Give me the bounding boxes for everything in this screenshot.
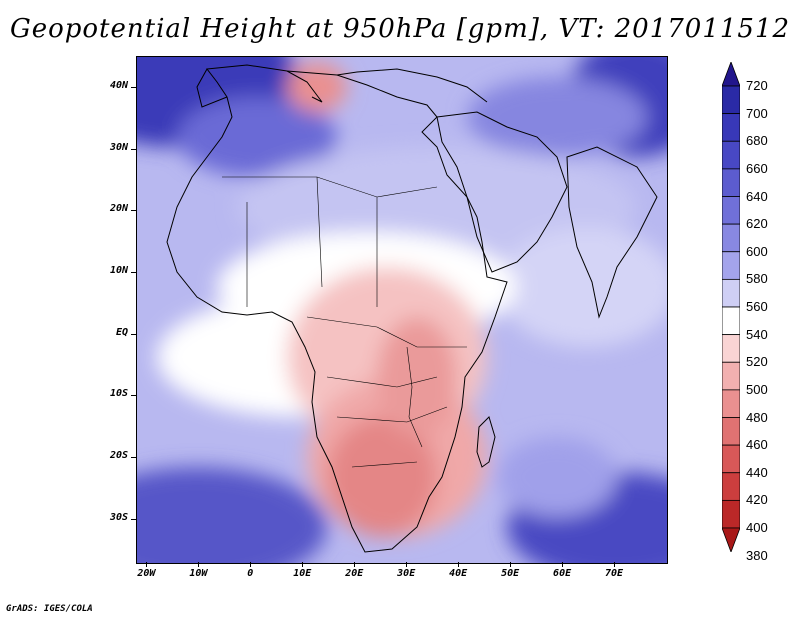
- colorbar-bottom-arrow: [722, 527, 740, 552]
- colorbar-top-arrow: [722, 62, 740, 87]
- lat-tick: [131, 518, 136, 520]
- colorbar-segment: [722, 140, 740, 170]
- lon-tick-label: 0: [247, 568, 254, 579]
- colorbar-label: 480: [746, 409, 768, 425]
- colorbar-segment: [722, 85, 740, 115]
- colorbar-segment: [722, 389, 740, 418]
- colorbar-label: 460: [746, 437, 768, 453]
- colorbar-segment: [722, 334, 740, 363]
- lon-tick-label: 30E: [397, 568, 416, 579]
- lat-tick: [131, 210, 136, 212]
- colorbar-label: 520: [746, 354, 768, 370]
- iberia-coastline: [196, 68, 228, 108]
- lat-tick: [131, 395, 136, 397]
- lat-tick-label: 40N: [109, 79, 128, 91]
- chart-title: Geopotential Height at 950hPa [gpm], VT:…: [9, 14, 791, 44]
- indian-coastline: [566, 146, 658, 319]
- colorbar-label: 580: [746, 271, 768, 287]
- colorbar-segment: [722, 196, 740, 225]
- colorbar-segment: [722, 223, 740, 253]
- coastlines: [166, 64, 658, 553]
- lon-tick: [198, 562, 200, 567]
- lon-tick: [406, 562, 408, 567]
- lon-tick: [146, 562, 148, 567]
- colorbar-segment: [722, 278, 740, 308]
- lon-tick: [302, 562, 304, 567]
- colorbar-label: 500: [746, 381, 768, 397]
- footer-credit: GrADS: IGES/COLA: [6, 604, 93, 614]
- lat-tick-label: 20S: [109, 450, 128, 462]
- lat-tick: [131, 271, 136, 273]
- colorbar-label: 680: [746, 133, 768, 149]
- colorbar-segment: [722, 361, 740, 391]
- lon-tick-label: 70E: [605, 568, 624, 579]
- colorbar-label: 720: [746, 78, 768, 93]
- lon-tick-label: 20E: [345, 568, 364, 579]
- colorbar-label: 400: [746, 520, 768, 535]
- colorbar-segment: [722, 417, 740, 446]
- colorbar-label: 560: [746, 299, 768, 314]
- lon-tick-label: 40E: [449, 568, 468, 579]
- lon-tick-label: 10W: [189, 568, 208, 579]
- geopotential-map: [137, 57, 667, 563]
- lat-tick-label: 30S: [109, 511, 128, 523]
- lon-tick: [562, 562, 564, 567]
- lat-tick: [131, 333, 136, 335]
- lon-tick-label: 50E: [501, 568, 520, 579]
- colorbar: [722, 62, 740, 552]
- colorbar-label: 380: [746, 547, 768, 563]
- colorbar-label: 640: [746, 188, 768, 204]
- border-central: [306, 316, 467, 348]
- colorbar-label: 660: [746, 160, 768, 176]
- lat-tick: [131, 86, 136, 88]
- lat-tick: [131, 457, 136, 459]
- border-north: [222, 176, 438, 198]
- map-plot-area: [136, 56, 668, 564]
- colorbar-segment: [722, 472, 740, 501]
- arabia-coastline: [436, 111, 568, 273]
- lon-tick: [250, 562, 252, 567]
- madagascar-coastline: [476, 416, 496, 468]
- lon-tick: [354, 562, 356, 567]
- lon-tick-label: 20W: [137, 568, 156, 579]
- lat-tick-label: 20N: [109, 203, 128, 215]
- colorbar-label: 440: [746, 464, 768, 480]
- colorbar-segment: [722, 306, 740, 336]
- lat-tick-label: EQ: [115, 326, 128, 338]
- italy-coastline: [286, 70, 323, 103]
- europe-coastline: [336, 68, 488, 103]
- lon-tick: [614, 562, 616, 567]
- colorbar-label: 620: [746, 216, 768, 232]
- lat-tick-label: 10S: [109, 388, 128, 400]
- lat-tick-label: 10N: [109, 264, 128, 276]
- border-south: [326, 376, 448, 468]
- lon-tick: [458, 562, 460, 567]
- colorbar-label: 700: [746, 105, 768, 121]
- lon-tick-label: 60E: [553, 568, 572, 579]
- border-west: [246, 176, 378, 307]
- border-rift: [406, 346, 423, 448]
- field-shading: [137, 57, 667, 563]
- lat-tick: [131, 148, 136, 150]
- colorbar-label: 420: [746, 492, 768, 508]
- africa-coastline: [166, 64, 508, 553]
- colorbar-label: 540: [746, 326, 768, 342]
- lat-tick-label: 30N: [109, 141, 128, 153]
- lon-tick: [510, 562, 512, 567]
- colorbar-segment: [722, 499, 740, 529]
- colorbar-segment: [722, 113, 740, 142]
- colorbar-segment: [722, 251, 740, 280]
- colorbar-label: 600: [746, 243, 768, 259]
- colorbar-segment: [722, 168, 740, 197]
- lon-tick-label: 10E: [293, 568, 312, 579]
- colorbar-segment: [722, 444, 740, 474]
